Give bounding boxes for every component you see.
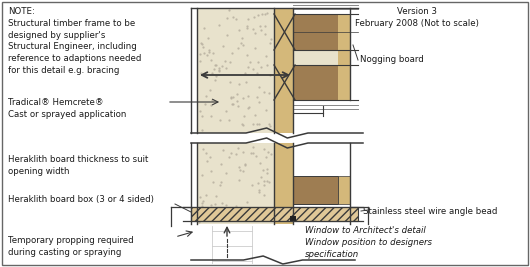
Bar	[197, 143, 274, 224]
Bar	[191, 207, 358, 221]
Bar	[274, 8, 293, 133]
Text: NOTE:
Structural timber frame to be
designed by supplier's
Structural Engineer, : NOTE: Structural timber frame to be desi…	[8, 7, 142, 75]
Text: Nogging board: Nogging board	[360, 56, 424, 65]
Bar	[338, 176, 350, 204]
Text: Heraklith board box (3 or 4 sided): Heraklith board box (3 or 4 sided)	[8, 195, 154, 204]
Text: Stainless steel wire angle bead: Stainless steel wire angle bead	[363, 206, 497, 215]
Text: Window to Architect's detail
Window position to designers
specification: Window to Architect's detail Window posi…	[305, 226, 432, 259]
Text: Temporary propping required
during casting or spraying: Temporary propping required during casti…	[8, 236, 134, 257]
Text: Heraklith board thickness to suit
opening width: Heraklith board thickness to suit openin…	[8, 155, 148, 176]
Bar	[293, 14, 350, 50]
Bar	[197, 8, 274, 133]
Text: Version 3
February 2008 (Not to scale): Version 3 February 2008 (Not to scale)	[355, 7, 479, 28]
Text: Tradical® Hemcrete®
Cast or sprayed application: Tradical® Hemcrete® Cast or sprayed appl…	[8, 98, 126, 119]
Bar	[290, 216, 296, 222]
Bar	[293, 65, 350, 100]
Bar	[293, 50, 350, 65]
Bar	[293, 176, 338, 204]
Bar	[274, 143, 293, 224]
Bar	[338, 14, 350, 100]
